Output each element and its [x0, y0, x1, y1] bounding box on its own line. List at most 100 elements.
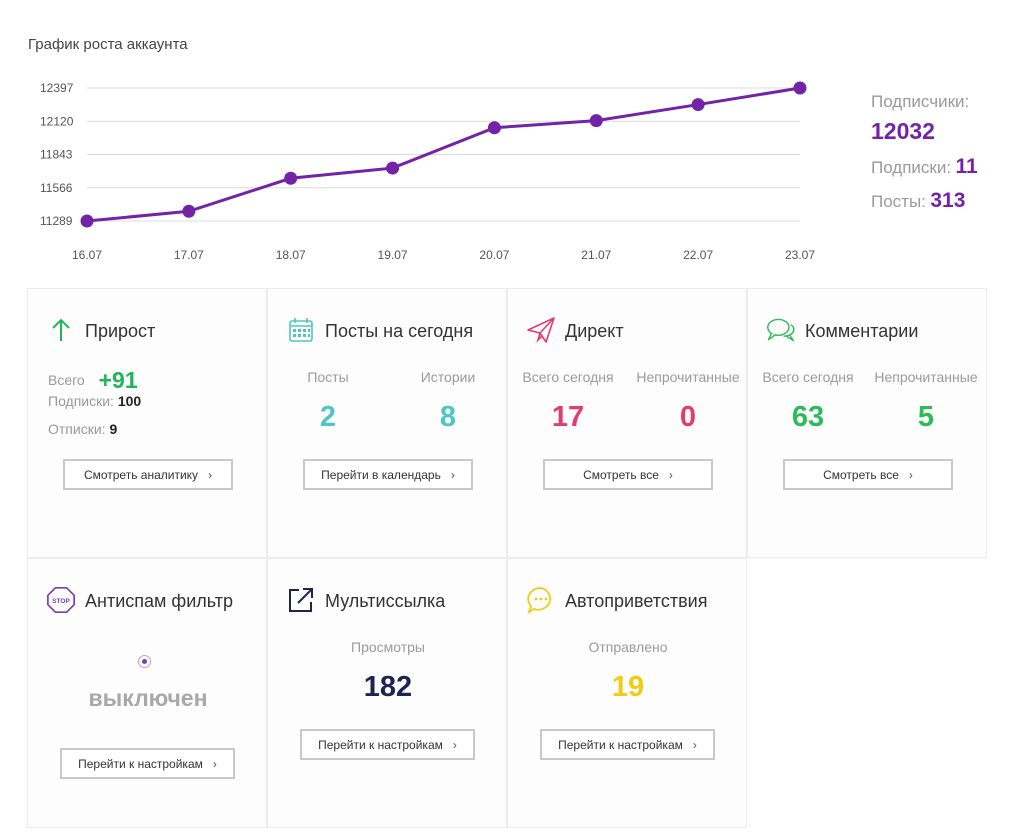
growth-unsubs-row: Отписки: 9	[48, 421, 117, 437]
y-tick-label: 11843	[40, 148, 73, 162]
antispam-card: STOP Антиспам фильтр выключен Перейти к …	[27, 558, 267, 828]
growth-unsubs-value: 9	[109, 421, 118, 437]
growth-subs-value: 100	[117, 393, 142, 409]
chevron-right-icon: ›	[212, 756, 217, 771]
followers-value: 12032	[871, 118, 935, 144]
account-stats: Подписчики: 12032 Подписки: 11 Посты: 31…	[871, 92, 978, 213]
direct-col1-value: 17	[551, 401, 585, 433]
growth-line-chart: 12397 12120 11843 11566 11289 16.07 17.07 18.07…	[40, 81, 815, 262]
greetings-card: Автоприветствия Отправлено 19 Перейти к …	[507, 558, 747, 828]
greetings-value: 19	[611, 671, 645, 703]
comments-card: Комментарии Всего сегодня Непрочитанные …	[747, 288, 987, 558]
direct-col1-label: Всего сегодня	[522, 369, 614, 385]
y-tick-label: 12397	[40, 81, 74, 95]
following-label: Подписки:	[871, 158, 952, 177]
multilink-settings-label: Перейти к настройкам	[318, 737, 443, 752]
paper-plane-icon	[526, 315, 556, 345]
growth-title: Прирост	[85, 321, 156, 341]
data-point	[182, 204, 196, 218]
x-tick-label: 17.07	[174, 248, 204, 262]
multilink-title: Мультиссылка	[325, 591, 446, 611]
posts-row: Посты: 313	[871, 189, 978, 213]
external-link-icon	[286, 585, 316, 615]
y-tick-label: 11289	[40, 214, 73, 228]
open-calendar-button[interactable]: Перейти в календарь ›	[303, 459, 473, 490]
posts-col2-value: 8	[439, 401, 457, 433]
multilink-settings-button[interactable]: Перейти к настройкам ›	[300, 729, 475, 760]
following-value: 11	[955, 155, 978, 178]
comments-view-all-button[interactable]: Смотреть все ›	[783, 459, 953, 490]
calendar-icon	[286, 315, 316, 345]
direct-view-all-button[interactable]: Смотреть все ›	[543, 459, 713, 490]
greetings-label: Отправлено	[588, 639, 668, 655]
y-tick-label: 12120	[40, 114, 74, 128]
comments-col2-label: Непрочитанные	[874, 369, 978, 385]
posts-col2-label: Истории	[420, 369, 476, 385]
x-tick-label: 21.07	[581, 248, 611, 262]
data-point	[386, 161, 400, 175]
data-point	[793, 81, 807, 95]
chevron-right-icon: ›	[208, 467, 213, 482]
growth-subs-label: Подписки:	[48, 393, 114, 409]
data-point	[284, 171, 298, 185]
direct-card: Директ Всего сегодня Непрочитанные 17 0 …	[507, 288, 747, 558]
direct-col2-label: Непрочитанные	[636, 369, 740, 385]
data-point	[80, 214, 94, 228]
radio-indicator[interactable]	[138, 655, 151, 668]
direct-view-all-label: Смотреть все	[583, 467, 659, 482]
chevron-right-icon: ›	[452, 737, 457, 752]
data-point	[589, 114, 603, 128]
x-tick-label: 23.07	[785, 248, 815, 262]
posts-value: 313	[930, 189, 966, 212]
growth-total-row: Всего +91	[48, 364, 138, 393]
view-analytics-button[interactable]: Смотреть аналитику ›	[63, 459, 233, 490]
x-tick-label: 19.07	[378, 248, 408, 262]
posts-col1-value: 2	[319, 401, 337, 433]
comments-view-all-label: Смотреть все	[823, 467, 899, 482]
posts-col1-label: Посты	[307, 369, 349, 385]
growth-card: Прирост Всего +91 Подписки: 100 Отписки:…	[27, 288, 267, 558]
x-tick-label: 20.07	[479, 248, 509, 262]
growth-total-value: +91	[98, 367, 138, 393]
chart-title: График роста аккаунта	[28, 36, 188, 53]
posts-title: Посты на сегодня	[325, 321, 474, 341]
chevron-right-icon: ›	[450, 467, 455, 482]
multilink-label: Просмотры	[351, 639, 425, 655]
speech-dots-icon	[526, 585, 556, 615]
arrow-up-icon	[46, 315, 76, 345]
antispam-settings-button[interactable]: Перейти к настройкам ›	[60, 748, 235, 779]
growth-unsubs-label: Отписки:	[48, 421, 106, 437]
posts-card: Посты на сегодня Посты Истории 2 8 Перей…	[267, 288, 507, 558]
growth-subs-row: Подписки: 100	[48, 393, 141, 409]
antispam-settings-label: Перейти к настройкам	[78, 756, 203, 771]
chevron-right-icon: ›	[668, 467, 673, 482]
multilink-value: 182	[363, 671, 413, 703]
following-row: Подписки: 11	[871, 155, 978, 179]
view-analytics-label: Смотреть аналитику	[83, 467, 199, 482]
data-point	[487, 121, 501, 135]
antispam-title: Антиспам фильтр	[85, 591, 233, 611]
x-tick-label: 22.07	[683, 248, 713, 262]
multilink-card: Мультиссылка Просмотры 182 Перейти к нас…	[267, 558, 507, 828]
comments-col1-label: Всего сегодня	[762, 369, 854, 385]
greetings-title: Автоприветствия	[565, 591, 708, 611]
stop-sign-text: STOP	[52, 598, 70, 605]
chevron-right-icon: ›	[692, 737, 697, 752]
growth-total-label: Всего	[48, 372, 85, 388]
comments-title: Комментарии	[805, 321, 919, 341]
direct-col2-value: 0	[679, 401, 697, 433]
x-tick-label: 18.07	[276, 248, 306, 262]
comments-col2-value: 5	[917, 401, 935, 433]
chat-bubbles-icon	[766, 315, 796, 345]
open-calendar-label: Перейти в календарь	[321, 467, 441, 482]
x-tick-label: 16.07	[72, 248, 102, 262]
y-tick-label: 11566	[40, 181, 73, 195]
followers-label: Подписчики:	[871, 92, 970, 111]
comments-col1-value: 63	[791, 401, 825, 433]
antispam-status: выключен	[88, 685, 208, 711]
greetings-settings-button[interactable]: Перейти к настройкам ›	[540, 729, 715, 760]
direct-title: Директ	[565, 321, 624, 341]
series-line	[86, 86, 801, 223]
posts-label: Посты:	[871, 192, 926, 211]
greetings-settings-label: Перейти к настройкам	[558, 737, 683, 752]
